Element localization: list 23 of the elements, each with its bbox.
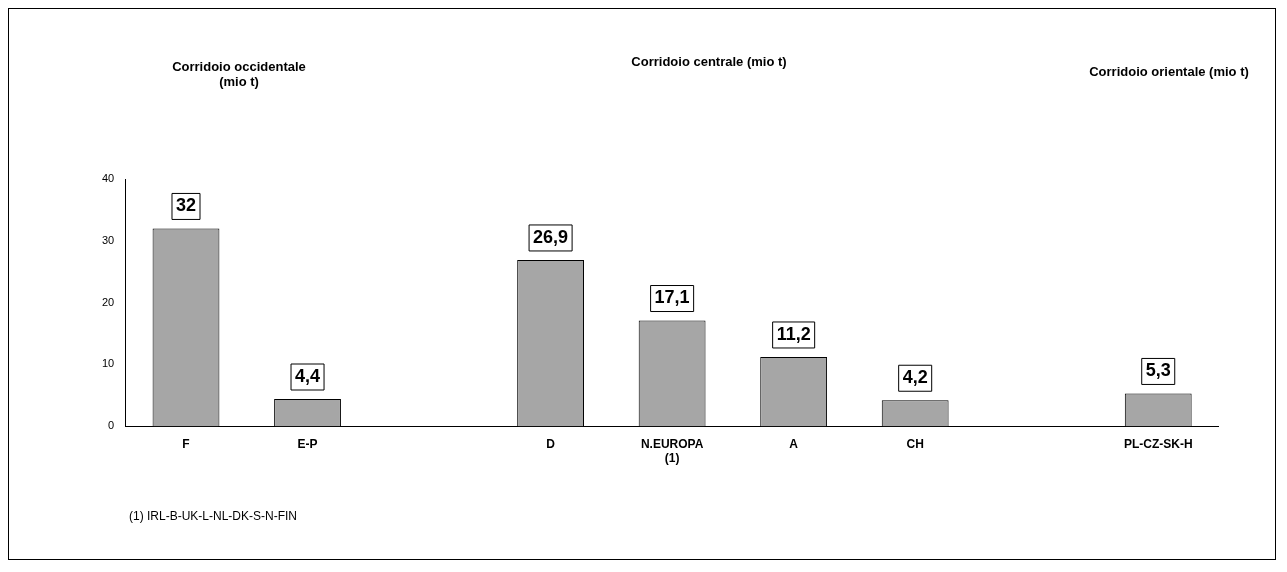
data-label: 4,4: [295, 365, 321, 386]
text: Corridoio centrale (mio t): [630, 54, 788, 69]
text: (1) IRL-B-UK-L-NL-DK-S-N-FIN: [129, 509, 297, 523]
x-tick-label: F: [182, 436, 190, 451]
data-label: 11,2: [776, 323, 811, 344]
x-tick-label: A: [789, 436, 799, 451]
x-tick-label: N.EUROPA (1): [640, 436, 704, 466]
y-tick-label: 10: [101, 357, 115, 370]
data-label: 17,1: [654, 287, 690, 308]
text: Corridoio occidentale (mio t): [171, 59, 307, 89]
data-label: 5,3: [1145, 360, 1171, 381]
x-tick-label: CH: [906, 436, 924, 451]
data-label: 4,2: [902, 367, 928, 388]
text: Corridoio orientale (mio t): [1089, 64, 1249, 79]
data-label: 32: [175, 195, 197, 216]
x-tick-label: D: [546, 436, 556, 451]
y-tick-label: 30: [101, 233, 115, 246]
data-label: 26,9: [533, 226, 569, 247]
y-tick-label: 20: [101, 295, 115, 308]
y-tick-label: 0: [108, 419, 115, 432]
y-tick-label: 40: [101, 172, 115, 185]
x-tick-label: E-P: [297, 436, 318, 451]
x-tick-label: PL-CZ-SK-H: [1123, 436, 1193, 451]
